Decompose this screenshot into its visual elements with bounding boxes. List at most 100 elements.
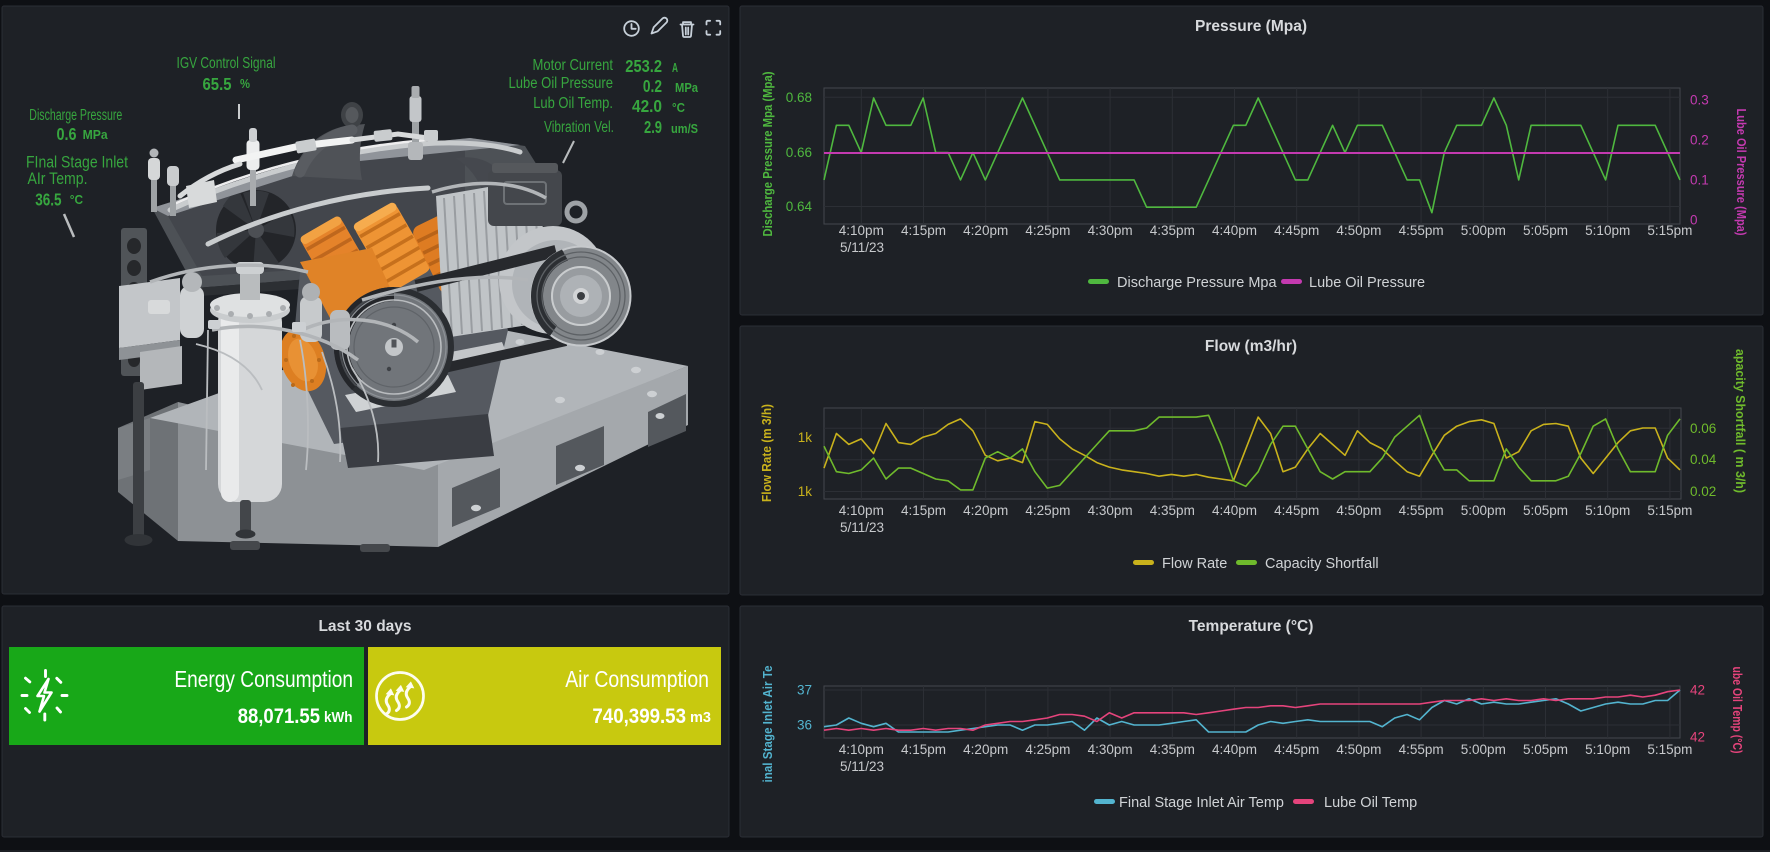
svg-text:740,399.53: 740,399.53: [592, 704, 686, 728]
svg-text:Temperature (°C): Temperature (°C): [1189, 618, 1314, 635]
svg-text:36: 36: [797, 718, 812, 733]
svg-text:4:50pm: 4:50pm: [1336, 223, 1381, 238]
svg-text:4:45pm: 4:45pm: [1274, 742, 1319, 757]
svg-text:0.3: 0.3: [1690, 93, 1709, 108]
svg-text:Discharge Pressure: Discharge Pressure: [29, 107, 122, 124]
svg-text:42: 42: [1690, 683, 1705, 698]
svg-text:4:45pm: 4:45pm: [1274, 223, 1319, 238]
svg-text:A: A: [672, 61, 678, 75]
svg-text:5:15pm: 5:15pm: [1647, 742, 1692, 757]
svg-text:36.5: 36.5: [35, 190, 62, 210]
svg-text:4:15pm: 4:15pm: [901, 503, 946, 518]
svg-text:0.02: 0.02: [1690, 484, 1716, 499]
svg-text:Flow (m3/hr): Flow (m3/hr): [1205, 338, 1297, 355]
svg-text:Lube Oil Pressure: Lube Oil Pressure: [509, 75, 614, 92]
svg-text:Discharge Pressure Mpa: Discharge Pressure Mpa: [1117, 275, 1277, 291]
svg-text:1k: 1k: [798, 430, 813, 445]
svg-text:4:55pm: 4:55pm: [1399, 742, 1444, 757]
svg-text:5:00pm: 5:00pm: [1461, 503, 1506, 518]
svg-text:Motor Current: Motor Current: [533, 57, 614, 74]
svg-text:ube Oil Temp (°C): ube Oil Temp (°C): [1730, 667, 1744, 754]
svg-text:kWh: kWh: [324, 710, 353, 726]
svg-text:4:30pm: 4:30pm: [1088, 503, 1133, 518]
svg-text:1k: 1k: [798, 484, 813, 499]
svg-text:IGV Control Signal: IGV Control Signal: [177, 55, 276, 72]
svg-text:Vibration Vel.: Vibration Vel.: [544, 119, 614, 136]
svg-text:4:50pm: 4:50pm: [1336, 742, 1381, 757]
svg-text:2.9: 2.9: [644, 117, 662, 137]
svg-text:MPa: MPa: [83, 128, 109, 142]
svg-text:4:40pm: 4:40pm: [1212, 742, 1257, 757]
svg-text:4:55pm: 4:55pm: [1399, 503, 1444, 518]
svg-text:%: %: [240, 77, 250, 91]
svg-text:5:05pm: 5:05pm: [1523, 503, 1568, 518]
svg-text:4:10pm: 4:10pm: [839, 223, 884, 238]
svg-text:m3: m3: [690, 710, 711, 726]
svg-text:Lube Oil Temp: Lube Oil Temp: [1324, 795, 1417, 811]
svg-text:5:10pm: 5:10pm: [1585, 503, 1630, 518]
svg-text:0.2: 0.2: [643, 76, 662, 96]
svg-text:Lube Oil Pressure: Lube Oil Pressure: [1309, 275, 1425, 291]
svg-text:4:40pm: 4:40pm: [1212, 503, 1257, 518]
svg-text:Last 30 days: Last 30 days: [318, 618, 411, 635]
svg-text:5/11/23: 5/11/23: [840, 759, 884, 774]
svg-text:4:45pm: 4:45pm: [1274, 503, 1319, 518]
svg-text:Discharge Pressure Mpa (Mpa): Discharge Pressure Mpa (Mpa): [761, 72, 775, 237]
svg-text:5/11/23: 5/11/23: [840, 240, 884, 255]
svg-text:5:10pm: 5:10pm: [1585, 742, 1630, 757]
svg-text:5:05pm: 5:05pm: [1523, 742, 1568, 757]
svg-text:0: 0: [1690, 213, 1698, 228]
svg-text:5/11/23: 5/11/23: [840, 520, 884, 535]
svg-text:42.0: 42.0: [632, 96, 662, 116]
svg-text:0.68: 0.68: [786, 90, 812, 105]
svg-text:88,071.55: 88,071.55: [238, 704, 320, 728]
svg-text:°C: °C: [70, 193, 83, 207]
svg-text:4:35pm: 4:35pm: [1150, 742, 1195, 757]
svg-text:4:10pm: 4:10pm: [839, 742, 884, 757]
svg-text:0.2: 0.2: [1690, 133, 1709, 148]
svg-text:5:10pm: 5:10pm: [1585, 223, 1630, 238]
svg-text:4:50pm: 4:50pm: [1336, 503, 1381, 518]
svg-text:4:15pm: 4:15pm: [901, 223, 946, 238]
svg-text:4:25pm: 4:25pm: [1025, 223, 1070, 238]
svg-text:0.64: 0.64: [786, 199, 813, 214]
svg-text:inal Stage Inlet Air Te: inal Stage Inlet Air Te: [761, 665, 775, 782]
svg-text:4:30pm: 4:30pm: [1088, 223, 1133, 238]
svg-text:Pressure (Mpa): Pressure (Mpa): [1195, 18, 1307, 35]
svg-text:0.04: 0.04: [1690, 452, 1717, 467]
svg-text:Lube Oil Pressure (Mpa): Lube Oil Pressure (Mpa): [1734, 109, 1748, 236]
svg-text:Lub Oil Temp.: Lub Oil Temp.: [533, 95, 613, 112]
svg-text:4:15pm: 4:15pm: [901, 742, 946, 757]
svg-text:Flow Rate: Flow Rate: [1162, 556, 1227, 572]
svg-text:4:40pm: 4:40pm: [1212, 223, 1257, 238]
svg-text:4:20pm: 4:20pm: [963, 503, 1008, 518]
svg-text:5:15pm: 5:15pm: [1647, 503, 1692, 518]
svg-text:FInal Stage Inlet: FInal Stage Inlet: [26, 153, 128, 171]
svg-text:AIr Temp.: AIr Temp.: [28, 170, 88, 188]
svg-text:apacity Shortfall ( m 3/h): apacity Shortfall ( m 3/h): [1733, 349, 1747, 493]
svg-text:4:55pm: 4:55pm: [1399, 223, 1444, 238]
svg-text:5:00pm: 5:00pm: [1461, 742, 1506, 757]
svg-text:0.66: 0.66: [786, 145, 812, 160]
svg-text:MPa: MPa: [675, 81, 699, 95]
svg-text:0.6: 0.6: [57, 124, 77, 144]
svg-text:4:10pm: 4:10pm: [839, 503, 884, 518]
svg-text:um/S: um/S: [671, 122, 698, 136]
svg-text:4:25pm: 4:25pm: [1025, 742, 1070, 757]
svg-text:5:05pm: 5:05pm: [1523, 223, 1568, 238]
svg-text:Capacity Shortfall: Capacity Shortfall: [1265, 556, 1379, 572]
svg-text:0.06: 0.06: [1690, 421, 1716, 436]
svg-text:4:20pm: 4:20pm: [963, 742, 1008, 757]
svg-text:Final Stage Inlet Air Temp: Final Stage Inlet Air Temp: [1119, 795, 1284, 811]
svg-text:Energy Consumption: Energy Consumption: [174, 666, 353, 692]
svg-text:42: 42: [1690, 730, 1705, 745]
svg-text:°C: °C: [672, 101, 685, 115]
svg-text:65.5: 65.5: [203, 74, 232, 94]
svg-text:0.1: 0.1: [1690, 173, 1709, 188]
svg-text:Air Consumption: Air Consumption: [565, 666, 709, 692]
svg-text:Flow Rate (m 3/h): Flow Rate (m 3/h): [760, 404, 774, 502]
svg-text:5:00pm: 5:00pm: [1461, 223, 1506, 238]
svg-text:37: 37: [797, 683, 812, 698]
svg-text:253.2: 253.2: [625, 56, 662, 76]
svg-text:5:15pm: 5:15pm: [1647, 223, 1692, 238]
